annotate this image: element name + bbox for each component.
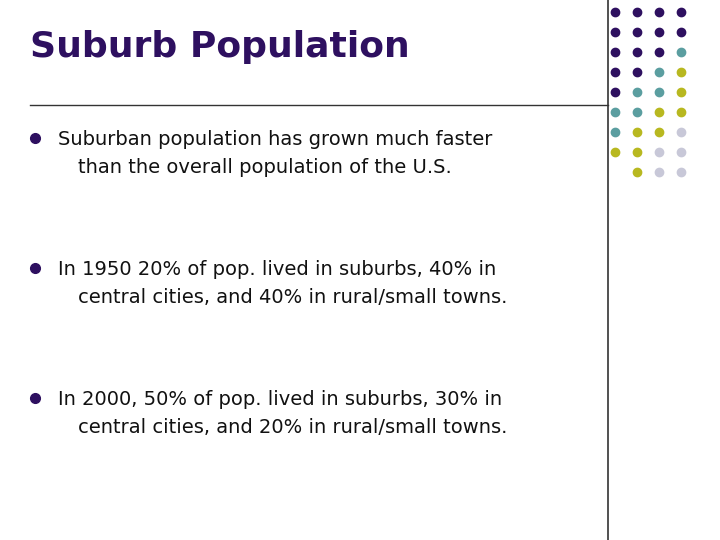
Text: than the overall population of the U.S.: than the overall population of the U.S.: [78, 158, 451, 177]
Text: In 1950 20% of pop. lived in suburbs, 40% in: In 1950 20% of pop. lived in suburbs, 40…: [58, 260, 496, 279]
Text: Suburb Population: Suburb Population: [30, 30, 410, 64]
Text: central cities, and 40% in rural/small towns.: central cities, and 40% in rural/small t…: [78, 288, 508, 307]
Text: Suburban population has grown much faster: Suburban population has grown much faste…: [58, 130, 492, 149]
Text: In 2000, 50% of pop. lived in suburbs, 30% in: In 2000, 50% of pop. lived in suburbs, 3…: [58, 390, 502, 409]
Text: central cities, and 20% in rural/small towns.: central cities, and 20% in rural/small t…: [78, 418, 508, 437]
